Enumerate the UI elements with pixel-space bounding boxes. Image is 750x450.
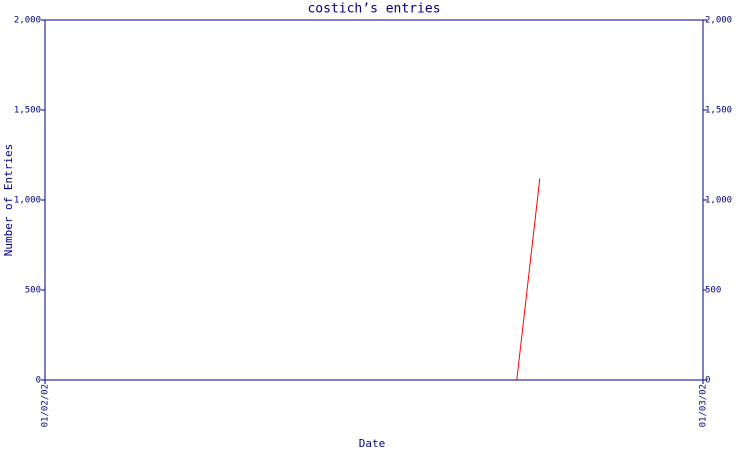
line bbox=[516, 178, 541, 381]
y-tick-label: 2,000 bbox=[14, 16, 41, 26]
y-tick-label: 500 bbox=[25, 286, 41, 296]
y2-tick-label: 0 bbox=[705, 376, 710, 386]
chart-title: costich’s entries bbox=[307, 2, 440, 17]
y2-tick-label: 1,500 bbox=[705, 106, 732, 116]
x-tick-label: 01/02/02 bbox=[41, 384, 51, 427]
x-tick-label: 01/03/02 bbox=[699, 384, 709, 427]
y2-tick-label: 2,000 bbox=[705, 16, 732, 26]
y-tick-label: 1,500 bbox=[14, 106, 41, 116]
y-tick-label: 1,000 bbox=[14, 196, 41, 206]
y-tick-label: 0 bbox=[36, 376, 41, 386]
y2-tick-label: 500 bbox=[705, 286, 721, 296]
y2-tick-label: 1,000 bbox=[705, 196, 732, 206]
y-axis-label: Number of Entries bbox=[2, 144, 15, 257]
x-axis-label: Date bbox=[359, 437, 386, 450]
plot-frame bbox=[44, 19, 704, 381]
